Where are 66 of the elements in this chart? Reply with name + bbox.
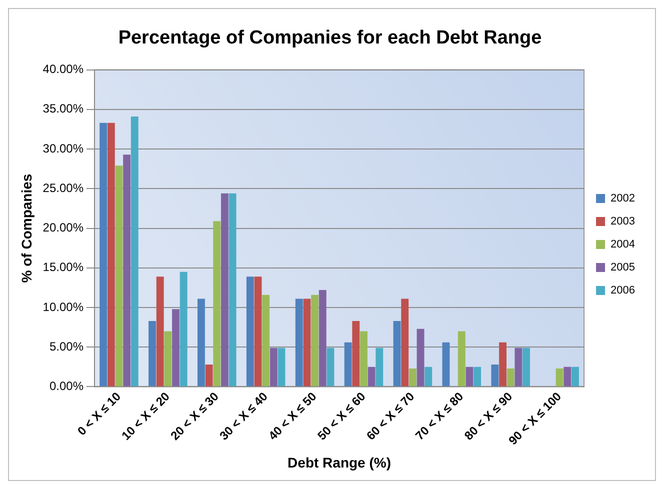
bar xyxy=(393,320,401,386)
bar xyxy=(164,331,172,386)
bar xyxy=(424,366,432,386)
bar xyxy=(326,348,334,386)
bar xyxy=(474,366,482,386)
x-tick-label: 30 < X ≤ 40 xyxy=(216,389,271,443)
bar xyxy=(318,290,326,386)
y-tick-label: 15.00% xyxy=(42,260,84,274)
legend-label: 2004 xyxy=(610,238,636,251)
x-tick-label: 50 < X ≤ 60 xyxy=(314,389,368,443)
bar xyxy=(401,298,409,386)
bar xyxy=(100,122,108,386)
y-tick-label: 0.00% xyxy=(49,379,84,394)
bar xyxy=(295,298,303,386)
bar xyxy=(228,193,236,386)
bar xyxy=(442,342,450,386)
bar xyxy=(270,348,278,386)
bar xyxy=(352,320,360,386)
bar xyxy=(564,366,572,386)
bar xyxy=(254,276,262,386)
legend-label: 2002 xyxy=(610,192,636,205)
legend-label: 2005 xyxy=(610,262,636,274)
bar xyxy=(262,294,270,386)
y-tick-label: 10.00% xyxy=(42,300,84,314)
bar xyxy=(130,116,138,386)
y-tick-label: 20.00% xyxy=(42,220,84,235)
bar xyxy=(107,122,115,386)
bar xyxy=(156,276,164,386)
y-tick-label: 35.00% xyxy=(42,102,84,116)
bar xyxy=(491,364,499,386)
bar xyxy=(506,368,514,386)
bar xyxy=(556,368,564,386)
bar xyxy=(246,276,254,386)
bar xyxy=(458,331,466,386)
bar xyxy=(514,348,522,386)
bar xyxy=(197,298,205,386)
legend-label: 2003 xyxy=(610,216,636,228)
bar xyxy=(115,166,123,386)
bar xyxy=(172,309,180,386)
x-axis-title: Debt Range (%) xyxy=(288,454,391,470)
bar xyxy=(466,366,474,386)
bar xyxy=(376,348,384,386)
bar xyxy=(499,342,506,386)
bar xyxy=(360,331,368,386)
bar xyxy=(148,320,156,386)
bar xyxy=(180,272,188,386)
legend-label: 2006 xyxy=(610,284,636,297)
bar xyxy=(311,294,319,386)
bar xyxy=(571,366,579,386)
bar xyxy=(522,348,530,386)
y-tick-label: 30.00% xyxy=(42,141,84,156)
bar xyxy=(416,328,424,386)
bar xyxy=(408,368,416,386)
bar xyxy=(213,221,221,386)
y-tick-label: 25.00% xyxy=(42,180,84,195)
chart-title: Percentage of Companies for each Debt Range xyxy=(118,28,542,49)
bar xyxy=(123,154,131,386)
y-tick-label: 5.00% xyxy=(49,339,84,354)
bar xyxy=(205,364,213,386)
bar xyxy=(303,298,311,386)
bar xyxy=(368,366,376,386)
bar xyxy=(220,193,228,386)
bar xyxy=(278,348,286,386)
y-tick-label: 40.00% xyxy=(42,62,84,76)
bar xyxy=(344,342,352,386)
y-axis-title: % of Companies xyxy=(18,174,34,283)
